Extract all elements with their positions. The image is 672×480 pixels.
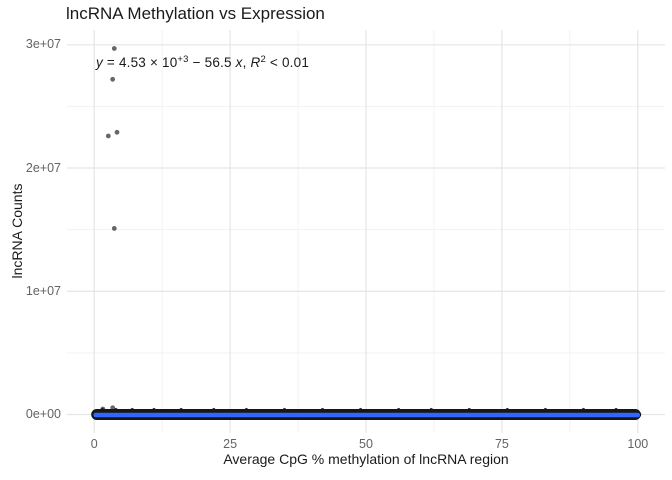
equation-part: 2 <box>260 54 266 65</box>
x-tick-label: 75 <box>494 437 509 451</box>
data-point <box>105 133 111 139</box>
data-point <box>111 46 117 51</box>
y-tick-label: 3e+07 <box>25 37 61 52</box>
y-tick-label: 2e+07 <box>25 160 61 175</box>
y-axis-title: lncRNA Counts <box>9 183 25 279</box>
equation-part: − 56.5 <box>188 55 236 70</box>
equation-part: y <box>96 55 103 70</box>
data-point <box>111 226 117 231</box>
data-point <box>110 405 116 411</box>
equation-part: < 0.01 <box>265 55 310 70</box>
equation-part: +3 <box>177 54 189 65</box>
equation-part: , <box>242 55 251 70</box>
equation-part: = 4.53 × 10 <box>102 55 178 70</box>
x-tick-label: 100 <box>627 437 649 451</box>
x-tick-label: 25 <box>223 437 238 451</box>
x-tick-label: 0 <box>90 437 98 451</box>
regression-equation-annotation: y = 4.53 × 10+3 − 56.5 x, R2 < 0.01 <box>96 54 310 70</box>
data-point <box>110 76 116 82</box>
plot-title: lncRNA Methylation vs Expression <box>66 4 325 23</box>
data-point <box>114 129 120 135</box>
y-tick-label: 0e+00 <box>25 407 61 421</box>
equation-part: x <box>235 55 243 70</box>
equation-part: R <box>250 55 261 70</box>
x-tick-label: 50 <box>359 437 373 451</box>
y-tick-label: 1e+07 <box>25 283 61 298</box>
x-axis-title: Average CpG % methylation of lncRNA regi… <box>223 451 509 467</box>
